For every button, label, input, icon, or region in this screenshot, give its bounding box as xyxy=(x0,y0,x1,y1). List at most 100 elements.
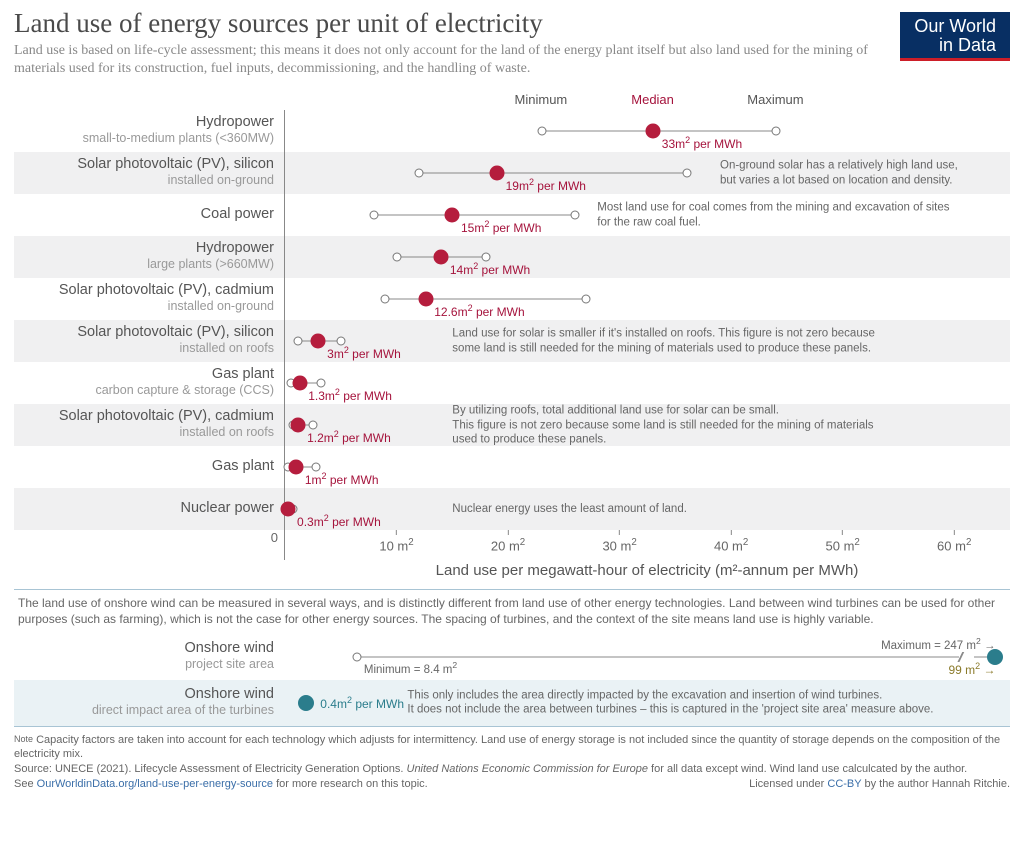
median-marker xyxy=(489,166,504,181)
x-axis: 0 10 m220 m230 m240 m250 m260 m2 xyxy=(14,530,1010,560)
axis-tick: 40 m2 xyxy=(714,530,748,553)
min-marker xyxy=(537,127,546,136)
median-label: 3m2 per MWh xyxy=(327,345,401,361)
row-label: Solar photovoltaic (PV), cadmiuminstalle… xyxy=(14,409,284,441)
row-label: Gas plantcarbon capture & storage (CCS) xyxy=(14,367,284,399)
row-label: Hydropowersmall-to-medium plants (<360MW… xyxy=(14,115,284,147)
median-marker xyxy=(292,376,307,391)
legend-min: Minimum xyxy=(515,92,568,107)
chart-row: Gas plantcarbon capture & storage (CCS) 1… xyxy=(14,362,1010,404)
wind-direct-label: 0.4m2 per MWh xyxy=(320,695,404,711)
min-marker xyxy=(381,295,390,304)
median-marker xyxy=(434,250,449,265)
wind-min-label: Minimum = 8.4 m2 xyxy=(364,660,457,676)
footer-see-link[interactable]: OurWorldinData.org/land-use-per-energy-s… xyxy=(37,778,273,790)
axis-tick: 60 m2 xyxy=(937,530,971,553)
chart-title: Land use of energy sources per unit of e… xyxy=(14,8,888,39)
median-label: 33m2 per MWh xyxy=(662,135,742,151)
footer-source-italic: United Nations Economic Commission for E… xyxy=(407,763,649,775)
note-label: Note xyxy=(14,734,33,744)
row-label: Solar photovoltaic (PV), siliconinstalle… xyxy=(14,325,284,357)
row-label: Hydropowerlarge plants (>660MW) xyxy=(14,241,284,273)
chart-row: Hydropowersmall-to-medium plants (<360MW… xyxy=(14,110,1010,152)
wind-row-project-area: Onshore wind project site area Maximum =… xyxy=(14,634,1010,680)
median-marker xyxy=(646,124,661,139)
median-label: 19m2 per MWh xyxy=(506,177,586,193)
row-annotation: On-ground solar has a relatively high la… xyxy=(720,159,958,188)
chart-row: Solar photovoltaic (PV), cadmiuminstalle… xyxy=(14,404,1010,446)
footer-note: Capacity factors are taken into account … xyxy=(14,734,1000,761)
wind-direct-marker xyxy=(298,695,314,711)
row-label: Gas plant xyxy=(14,459,284,475)
axis-tick: 10 m2 xyxy=(379,530,413,553)
axis-tick: 30 m2 xyxy=(602,530,636,553)
logo-line-1: Our World xyxy=(914,17,996,36)
row-label: Solar photovoltaic (PV), siliconinstalle… xyxy=(14,157,284,189)
median-marker xyxy=(289,460,304,475)
chart-row: Solar photovoltaic (PV), siliconinstalle… xyxy=(14,152,1010,194)
median-label: 1.3m2 per MWh xyxy=(308,387,392,403)
row-annotation: Nuclear energy uses the least amount of … xyxy=(452,502,687,516)
min-marker xyxy=(414,169,423,178)
max-marker xyxy=(571,211,580,220)
max-marker xyxy=(771,127,780,136)
row-label: Nuclear power xyxy=(14,501,284,517)
median-label: 12.6m2 per MWh xyxy=(434,303,524,319)
row-annotation: Most land use for coal comes from the mi… xyxy=(597,201,949,230)
max-marker xyxy=(582,295,591,304)
median-marker xyxy=(445,208,460,223)
footer-source-suffix: for all data except wind. Wind land use … xyxy=(648,763,967,775)
min-marker xyxy=(294,337,303,346)
footer-license-suffix: by the author Hannah Ritchie. xyxy=(861,778,1010,790)
wind-row2-name: Onshore wind xyxy=(185,686,274,702)
chart-row: Nuclear power 0.3m2 per MWh Nuclear energy… xyxy=(14,488,1010,530)
header: Land use of energy sources per unit of e… xyxy=(14,8,1010,78)
median-marker xyxy=(311,334,326,349)
wind-row2-sub: direct impact area of the turbines xyxy=(92,703,274,717)
footer: Note Capacity factors are taken into acc… xyxy=(14,733,1010,792)
chart-row: Gas plant 1m2 per MWh xyxy=(14,446,1010,488)
chart-row: Solar photovoltaic (PV), cadmiuminstalle… xyxy=(14,278,1010,320)
wind-min-marker xyxy=(352,652,361,661)
wind-max-label: Maximum = 247 m2 → xyxy=(881,636,995,652)
median-label: 15m2 per MWh xyxy=(461,219,541,235)
wind-section: The land use of onshore wind can be meas… xyxy=(14,589,1010,726)
axis-tick: 50 m2 xyxy=(826,530,860,553)
median-label: 0.3m2 per MWh xyxy=(297,513,381,529)
median-marker xyxy=(418,292,433,307)
wind-row1-sub: project site area xyxy=(185,657,274,671)
legend-max: Maximum xyxy=(747,92,803,107)
median-marker xyxy=(291,418,306,433)
min-marker xyxy=(392,253,401,262)
row-label: Coal power xyxy=(14,207,284,223)
row-annotation: By utilizing roofs, total additional lan… xyxy=(452,404,892,447)
chart-subtitle: Land use is based on life-cycle assessme… xyxy=(14,42,888,78)
wind-row-direct-impact: Onshore wind direct impact area of the t… xyxy=(14,680,1010,726)
footer-see-prefix: See xyxy=(14,778,37,790)
footer-license-link[interactable]: CC-BY xyxy=(827,778,861,790)
owid-logo: Our World in Data xyxy=(900,12,1010,61)
min-marker xyxy=(370,211,379,220)
axis-tick: 20 m2 xyxy=(491,530,525,553)
chart-row: Coal power 15m2 per MWh Most land use for … xyxy=(14,194,1010,236)
footer-source-prefix: Source: UNECE (2021). Lifecycle Assessme… xyxy=(14,763,407,775)
wind-median-label: 99 m2 → xyxy=(948,661,995,677)
footer-see-suffix: for more research on this topic. xyxy=(273,778,428,790)
median-label: 1.2m2 per MWh xyxy=(307,429,391,445)
max-marker xyxy=(682,169,691,178)
logo-line-2: in Data xyxy=(914,36,996,55)
main-chart: Minimum Median Maximum Hydropowersmall-to-… xyxy=(14,92,1010,579)
legend-median: Median xyxy=(631,92,674,107)
chart-row: Solar photovoltaic (PV), siliconinstalle… xyxy=(14,320,1010,362)
median-label: 1m2 per MWh xyxy=(305,471,379,487)
chart-row: Hydropowerlarge plants (>660MW) 14m2 per … xyxy=(14,236,1010,278)
median-marker xyxy=(281,502,296,517)
x-axis-title: Land use per megawatt-hour of electricit… xyxy=(14,562,1010,579)
legend: Minimum Median Maximum xyxy=(14,92,1010,108)
median-label: 14m2 per MWh xyxy=(450,261,530,277)
wind-direct-annotation: This only includes the area directly imp… xyxy=(407,688,933,717)
wind-row1-name: Onshore wind xyxy=(185,640,274,656)
row-label: Solar photovoltaic (PV), cadmiuminstalle… xyxy=(14,283,284,315)
footer-license-prefix: Licensed under xyxy=(749,778,827,790)
row-annotation: Land use for solar is smaller if it's in… xyxy=(452,327,875,356)
